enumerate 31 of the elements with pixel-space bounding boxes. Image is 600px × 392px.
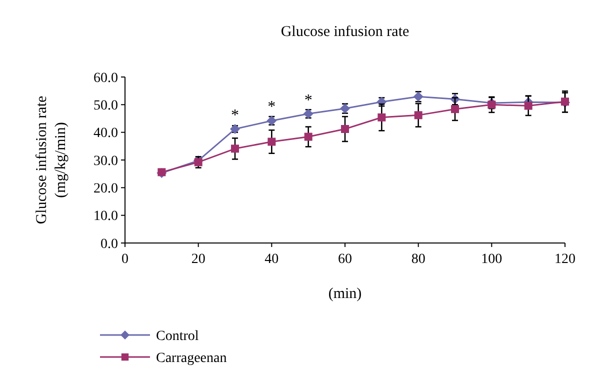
point: [231, 144, 239, 153]
y-tick-label: 50.0: [94, 98, 118, 114]
y-tick-label: 60.0: [94, 70, 118, 86]
chart-title: Glucose infusion rate: [280, 24, 410, 40]
legend-label: Control: [156, 328, 199, 344]
y-tick-label: 30.0: [94, 154, 118, 169]
point: [194, 158, 202, 166]
x-tick-label: 40: [264, 252, 279, 267]
x-tick-label: 100: [481, 252, 502, 267]
point: [304, 132, 312, 141]
annotation: *: [231, 107, 239, 124]
x-tick-label: 80: [411, 252, 426, 267]
x-tick-label: 20: [191, 252, 206, 267]
x-axis-title: (min): [328, 286, 362, 302]
y-tick-label: 40.0: [94, 126, 118, 142]
point: [341, 125, 349, 134]
x-tick-label: 60: [338, 252, 352, 267]
point: [268, 138, 276, 146]
x-tick-label: 120: [554, 252, 576, 267]
legend-label: Carrageenan: [156, 350, 227, 366]
annotation: *: [304, 92, 312, 109]
point: [488, 100, 496, 109]
y-tick-label: 20.0: [94, 182, 118, 197]
point: [414, 111, 422, 120]
point: [378, 113, 386, 122]
y-axis-title: Glucose infusion rate (mg/kg/min): [34, 96, 69, 224]
y-tick-label: 10.0: [94, 209, 118, 224]
point: [524, 102, 532, 110]
annotation: *: [268, 98, 276, 116]
y-tick-label: 0.0: [100, 236, 118, 252]
x-tick-label: 0: [122, 252, 128, 267]
